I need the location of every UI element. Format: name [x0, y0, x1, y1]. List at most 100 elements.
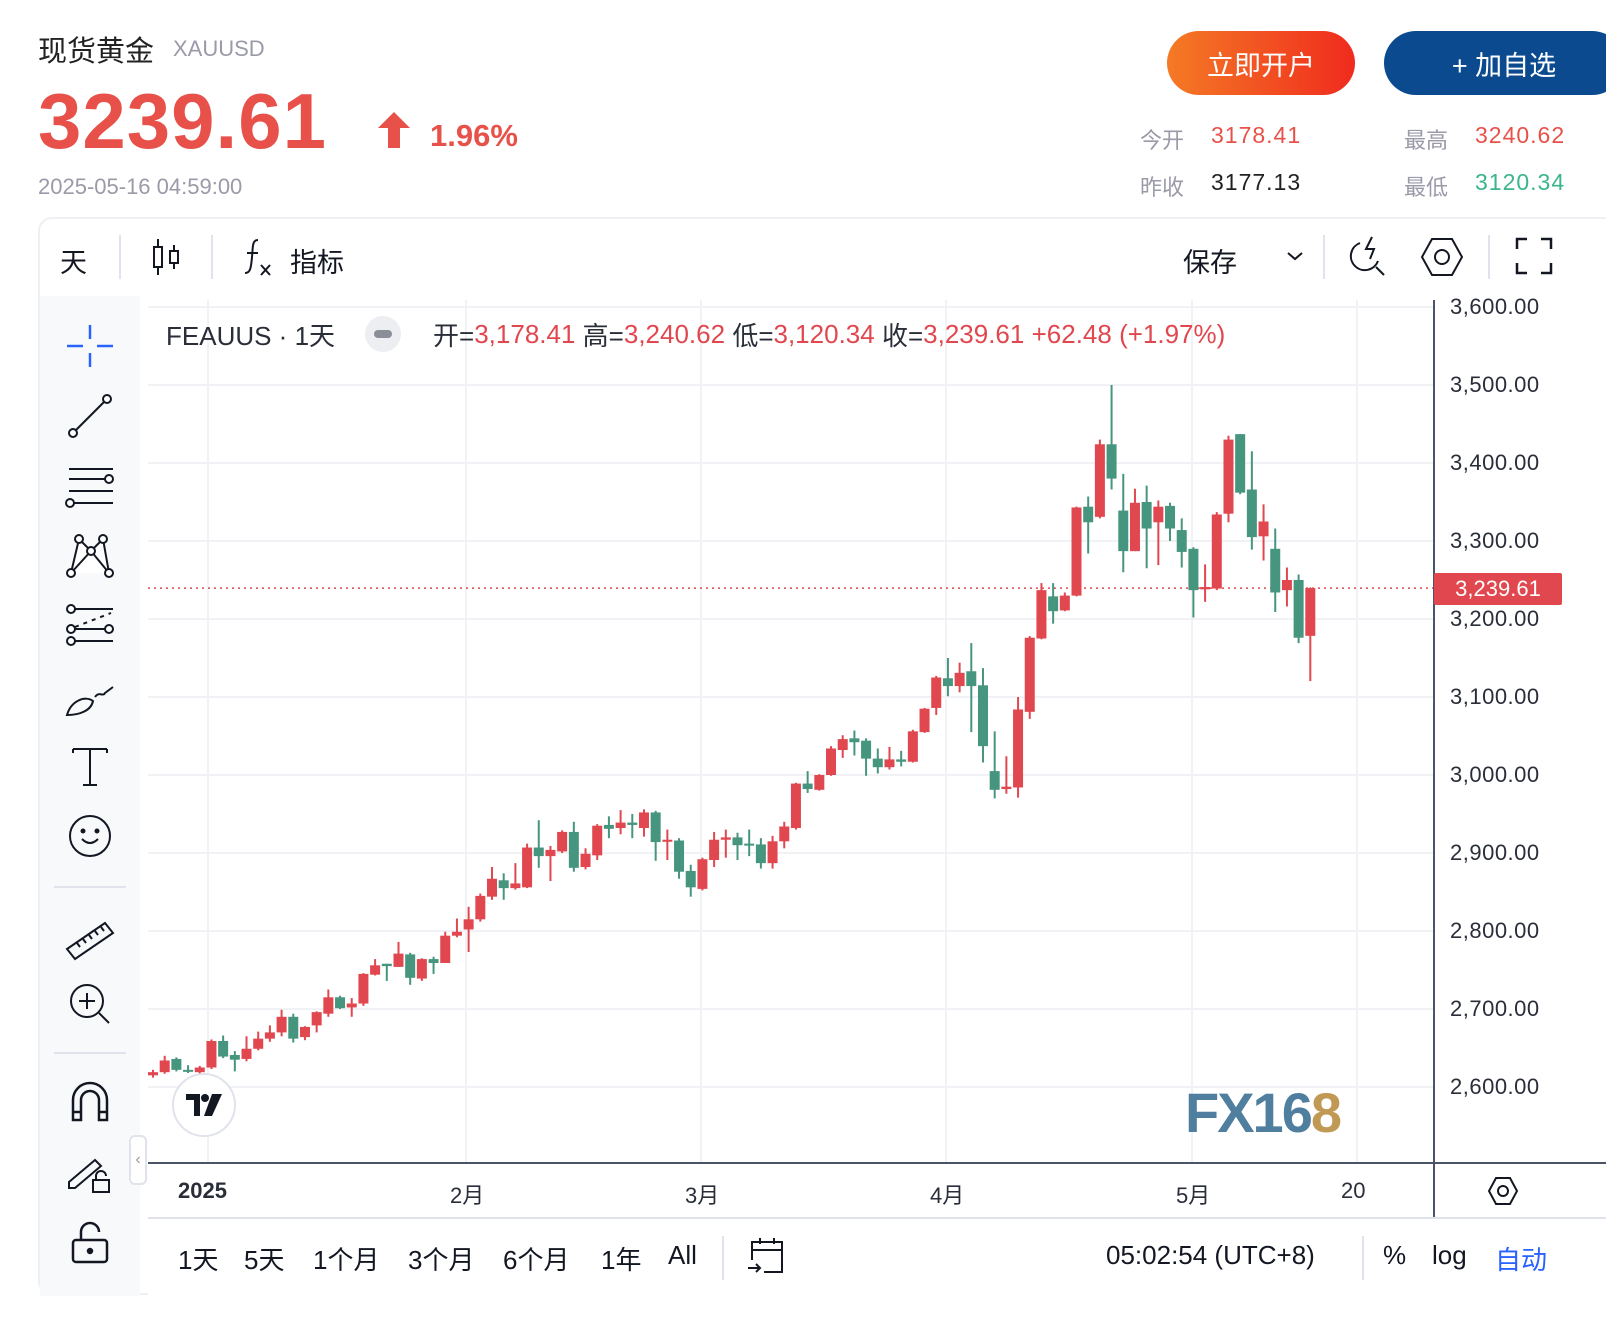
candle-body — [709, 839, 720, 861]
range-button[interactable]: 6个月 — [503, 1245, 570, 1275]
candle — [580, 848, 591, 870]
candle — [919, 707, 930, 733]
prev-close-label: 昨收 — [1140, 175, 1185, 200]
candle-body — [907, 731, 918, 762]
candle-body — [1258, 521, 1269, 537]
candle — [627, 814, 638, 839]
candle — [1094, 439, 1105, 519]
range-button[interactable]: 1个月 — [313, 1245, 380, 1275]
zoom-in-icon[interactable] — [65, 979, 115, 1029]
candle-body — [790, 783, 801, 829]
candle — [907, 729, 918, 763]
low-value: 3120.34 — [1475, 169, 1566, 195]
candle-body — [148, 1072, 158, 1076]
candle — [849, 730, 860, 756]
candle — [264, 1025, 275, 1042]
settings-icon[interactable] — [1420, 237, 1464, 277]
legend-symbol: FEAUUS · 1天 — [166, 320, 336, 351]
crosshair-icon[interactable] — [65, 321, 115, 371]
candle-body — [1106, 444, 1117, 479]
price-tick-label: 3,500.00 — [1450, 372, 1540, 397]
time-tick-label: 3月 — [685, 1183, 720, 1208]
date-range-icon[interactable] — [746, 1236, 786, 1276]
candle — [1036, 583, 1047, 640]
candle — [276, 1009, 287, 1037]
range-button[interactable]: 1年 — [601, 1245, 642, 1275]
divider — [119, 235, 121, 279]
candle-body — [1200, 587, 1211, 590]
add-watchlist-button[interactable]: + 加自选 — [1384, 31, 1606, 95]
forecast-icon[interactable] — [65, 601, 115, 651]
save-button[interactable]: 保存 — [1183, 248, 1237, 278]
change-value: +62.48 (+1.97%) — [1031, 318, 1226, 349]
candlestick-chart[interactable] — [148, 300, 1433, 1163]
candle-body — [1094, 444, 1105, 517]
candle — [311, 1011, 322, 1033]
prev-close-value: 3177.13 — [1211, 169, 1302, 195]
price-tick-label: 2,800.00 — [1450, 918, 1540, 943]
candle-body — [1165, 505, 1176, 529]
interval-button[interactable]: 天 — [60, 248, 87, 278]
emoji-icon[interactable] — [65, 811, 115, 861]
auto-scale-toggle[interactable]: 自动 — [1495, 1245, 1548, 1275]
lock-drawings-icon[interactable] — [65, 1146, 115, 1196]
indicators-button[interactable]: 指标 — [290, 248, 344, 278]
log-scale-toggle[interactable]: log — [1432, 1240, 1467, 1270]
candle-body — [1129, 502, 1140, 552]
axis-settings-icon[interactable] — [1487, 1176, 1519, 1206]
range-button[interactable]: 5天 — [244, 1245, 285, 1275]
divider — [722, 1236, 724, 1280]
brush-icon[interactable] — [65, 671, 115, 721]
low-value: 3,120.34 — [773, 318, 875, 349]
range-button[interactable]: 1天 — [178, 1245, 219, 1275]
divider — [1362, 1236, 1364, 1280]
tradingview-logo[interactable] — [172, 1073, 236, 1137]
magnet-icon[interactable] — [65, 1076, 115, 1126]
candle-body — [229, 1055, 240, 1060]
candle-body — [159, 1060, 170, 1073]
open-account-button[interactable]: 立即开户 — [1167, 31, 1355, 95]
high-label: 高= — [582, 320, 624, 351]
percent-scale-toggle[interactable]: % — [1383, 1240, 1407, 1270]
range-button[interactable]: All — [668, 1240, 697, 1270]
candle — [732, 832, 743, 861]
candle — [709, 831, 720, 868]
price-tick-label: 2,700.00 — [1450, 996, 1540, 1021]
candle-body — [1013, 709, 1024, 788]
candle — [405, 952, 416, 985]
trend-line-icon[interactable] — [65, 391, 115, 441]
candle-body — [1246, 489, 1257, 538]
candle — [1165, 502, 1176, 541]
ruler-icon[interactable] — [65, 911, 115, 961]
collapse-toolbar-button[interactable]: ‹ — [129, 1135, 147, 1185]
candle — [861, 738, 872, 776]
candle-body — [498, 880, 509, 889]
fib-lines-icon[interactable] — [65, 461, 115, 511]
candle-body — [323, 997, 334, 1014]
candle-body — [1141, 502, 1152, 529]
fullscreen-icon[interactable] — [1515, 237, 1553, 275]
candle-body — [989, 771, 1000, 790]
chevron-down-icon[interactable] — [1285, 249, 1305, 263]
pattern-icon[interactable] — [65, 531, 115, 581]
candle-body — [428, 959, 439, 963]
candle — [1293, 574, 1304, 644]
last-price: 3239.61 — [38, 77, 327, 165]
candle-body — [896, 759, 907, 762]
candle-body — [276, 1016, 287, 1033]
range-button[interactable]: 3个月 — [408, 1245, 475, 1275]
hide-legend-button[interactable] — [365, 316, 402, 352]
candle — [1305, 587, 1316, 682]
candle-body — [814, 775, 825, 790]
candlestick-type-icon[interactable] — [152, 237, 182, 277]
open-value: 3178.41 — [1211, 122, 1302, 148]
clock[interactable]: 05:02:54 (UTC+8) — [1106, 1240, 1315, 1270]
text-icon[interactable] — [65, 741, 115, 791]
unlock-icon[interactable] — [65, 1218, 115, 1268]
function-icon[interactable] — [242, 237, 274, 277]
candle-body — [1083, 506, 1094, 523]
candle — [148, 1069, 158, 1078]
alert-search-icon[interactable] — [1348, 235, 1388, 279]
candle-body — [463, 919, 474, 930]
candle — [159, 1055, 170, 1074]
